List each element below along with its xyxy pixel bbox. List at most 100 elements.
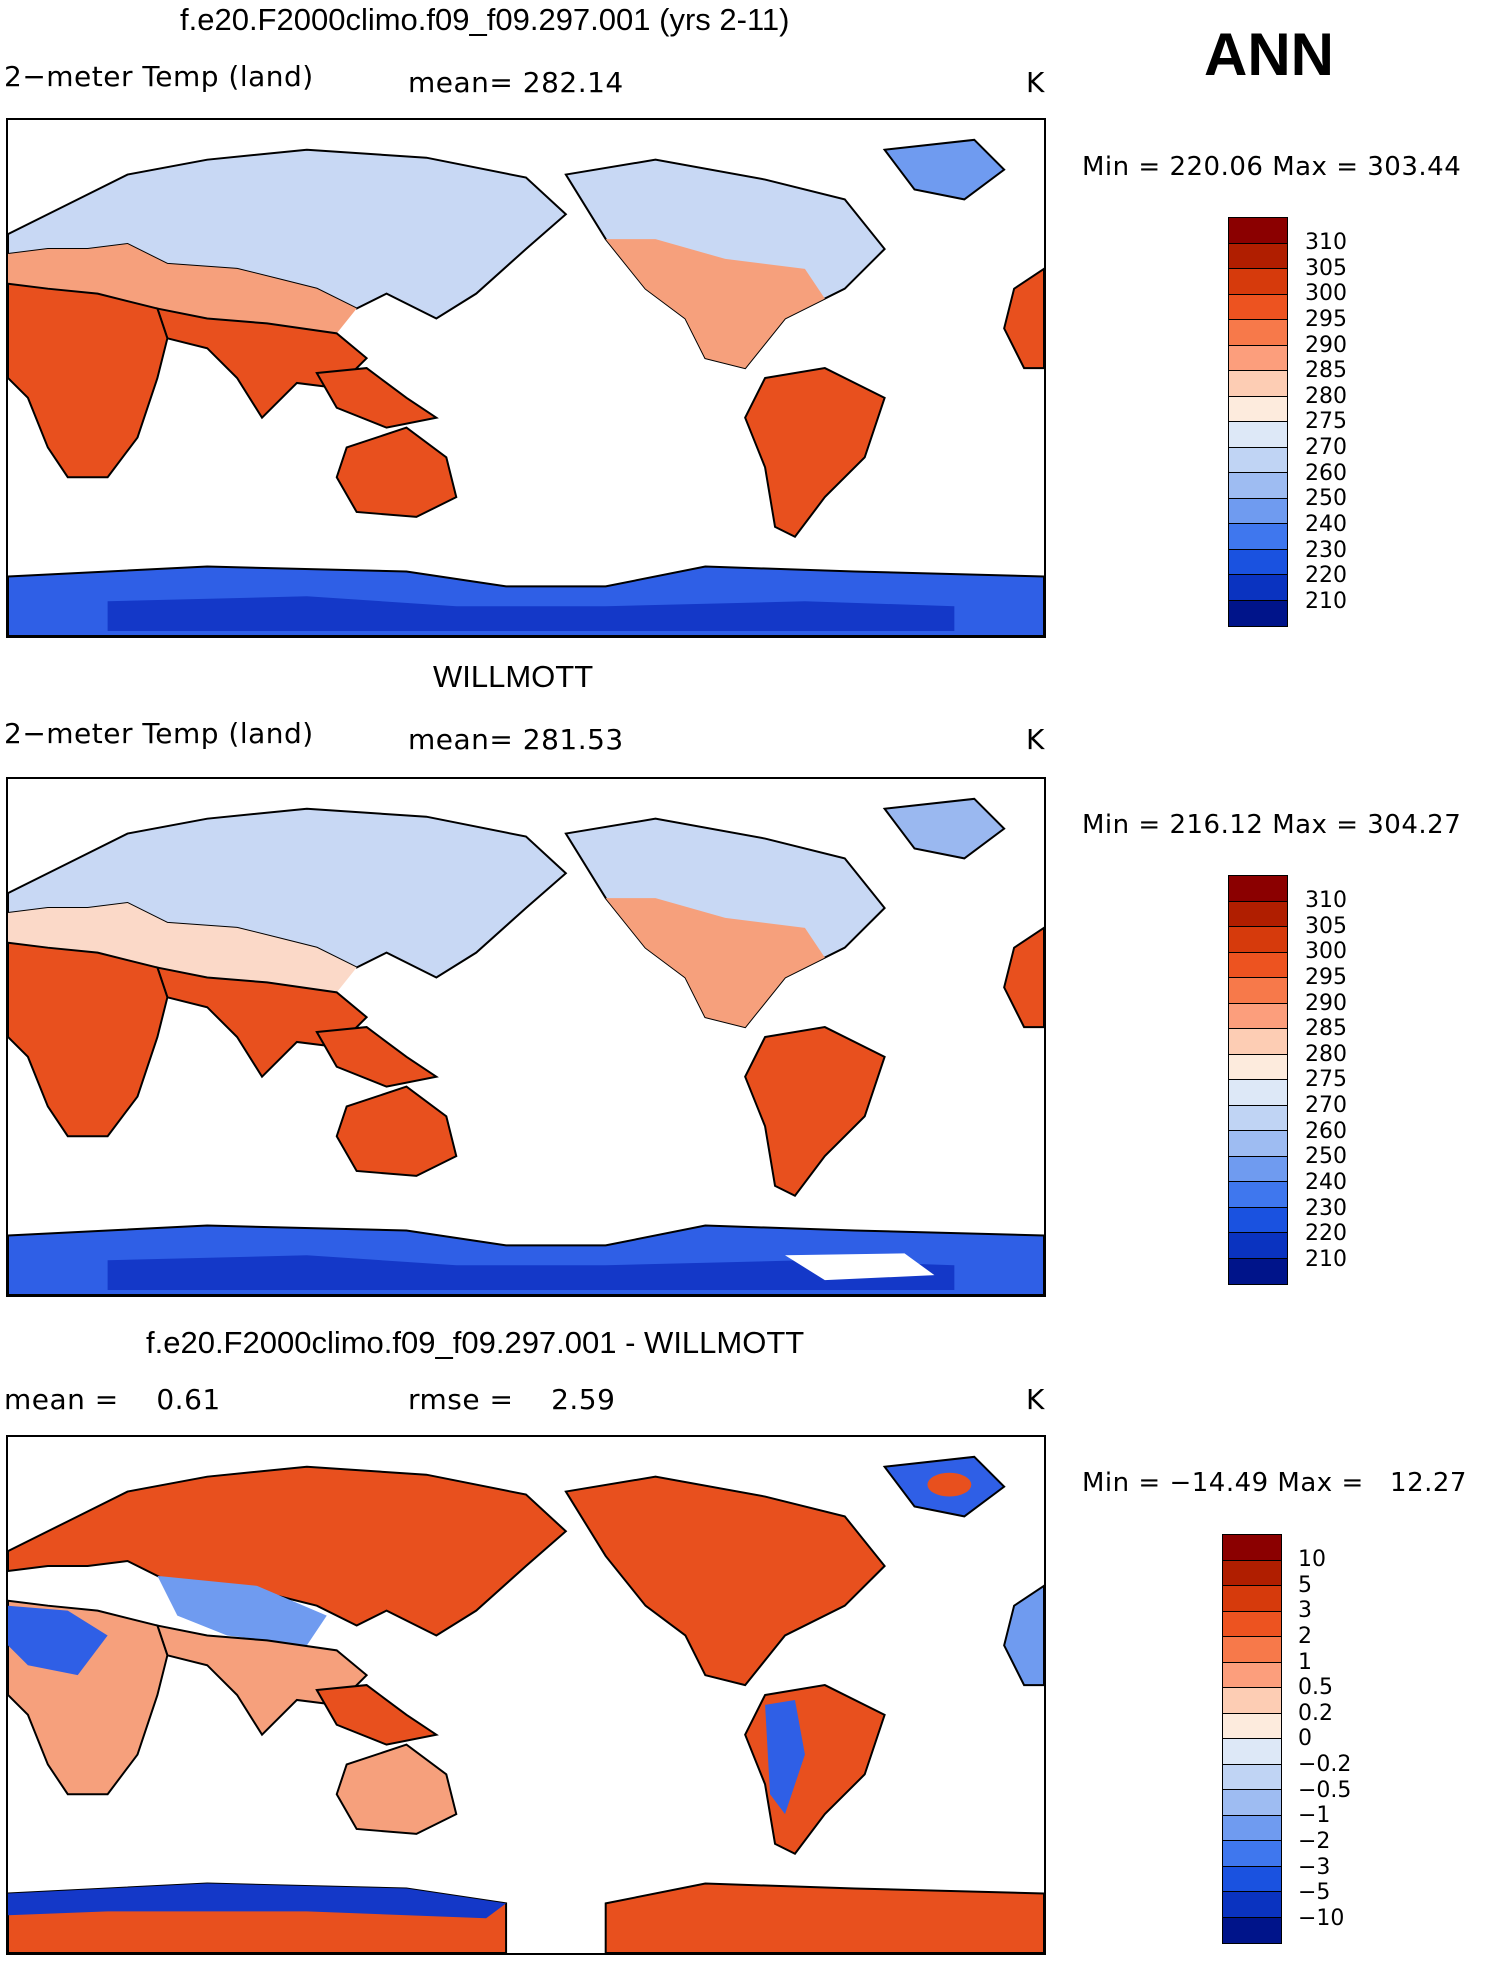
colorbar-tick-label: 290 — [1305, 990, 1347, 1016]
colorbar-tick-label: −0.2 — [1298, 1752, 1352, 1777]
colorbar-tick-label: 290 — [1305, 332, 1347, 358]
colorbar-box — [1229, 524, 1287, 550]
eurasia-landmass — [8, 1465, 568, 1637]
panel-2-map — [6, 777, 1046, 1297]
africa-landmass — [8, 282, 169, 479]
season-label: ANN — [1204, 21, 1334, 88]
greenland-landmass — [882, 797, 1006, 860]
panel-3-minmax: Min = −14.49 Max = 12.27 — [1082, 1468, 1467, 1498]
panel-3-rmse: rmse = 2.59 — [408, 1383, 616, 1416]
colorbar-tick-label: 0.5 — [1298, 1675, 1333, 1701]
colorbar-box — [1223, 1739, 1281, 1765]
colorbar-box — [1223, 1535, 1281, 1561]
panel-1-colorbar — [1228, 217, 1288, 627]
eurasia-landmass — [8, 807, 568, 979]
colorbar-tick-label: 280 — [1305, 383, 1347, 409]
sahara-cold — [8, 1605, 108, 1676]
colorbar-tick-label: 220 — [1305, 563, 1347, 589]
greenland-landmass — [882, 138, 1006, 201]
south-asia-landmass — [155, 307, 369, 420]
colorbar-box — [1223, 1637, 1281, 1663]
central-asia-mixed — [157, 1575, 327, 1646]
colorbar-tick-label: 220 — [1305, 1221, 1347, 1247]
colorbar-tick-label: −10 — [1298, 1905, 1345, 1931]
colorbar-tick-label: 270 — [1305, 1093, 1347, 1118]
colorbar-box — [1223, 1662, 1281, 1688]
panel-1-variable: 2−meter Temp (land) — [4, 60, 314, 93]
colorbar-tick-label: 295 — [1305, 306, 1347, 332]
colorbar-box — [1223, 1917, 1281, 1943]
colorbar-box — [1229, 447, 1287, 473]
east-edge-africa — [1003, 267, 1044, 370]
south-asia-landmass — [155, 966, 369, 1079]
colorbar-box — [1223, 1713, 1281, 1739]
colorbar-box — [1223, 1586, 1281, 1612]
colorbar-box — [1229, 473, 1287, 499]
colorbar-box — [1229, 269, 1287, 295]
colorbar-box — [1229, 1207, 1287, 1233]
panel-3-map — [6, 1435, 1046, 1955]
colorbar-box — [1229, 952, 1287, 978]
colorbar-tick-label: 275 — [1305, 1067, 1347, 1093]
colorbar-box — [1229, 1003, 1287, 1029]
australia-landmass — [335, 1743, 458, 1835]
south-america-landmass — [744, 367, 886, 539]
colorbar-box — [1223, 1611, 1281, 1637]
colorbar-tick-label: 210 — [1305, 1246, 1347, 1272]
colorbar-box — [1223, 1866, 1281, 1892]
colorbar-box — [1223, 1688, 1281, 1714]
colorbar-box — [1229, 978, 1287, 1004]
colorbar-tick-label: 230 — [1305, 1195, 1347, 1221]
colorbar-tick-label: 1 — [1298, 1649, 1312, 1675]
colorbar-box — [1229, 1182, 1287, 1208]
colorbar-tick-label: 250 — [1305, 1144, 1347, 1170]
colorbar-tick-label: 280 — [1305, 1041, 1347, 1067]
colorbar-tick-label: 310 — [1305, 888, 1347, 913]
colorbar-tick-label: 270 — [1305, 435, 1347, 460]
colorbar-tick-label: 230 — [1305, 537, 1347, 563]
antarctica-white-region — [785, 1253, 935, 1281]
colorbar-box — [1229, 1156, 1287, 1182]
colorbar-box — [1223, 1892, 1281, 1918]
panel-3-units: K — [1026, 1383, 1045, 1416]
colorbar-tick-label: 300 — [1305, 939, 1347, 965]
north-america-warm — [605, 898, 825, 1028]
colorbar-tick-label: 5 — [1298, 1572, 1312, 1598]
colorbar-tick-label: 2 — [1298, 1623, 1312, 1649]
colorbar-tick-label: 310 — [1305, 230, 1347, 255]
colorbar-box — [1229, 876, 1287, 902]
colorbar-box — [1229, 1131, 1287, 1157]
panel-2-minmax: Min = 216.12 Max = 304.27 — [1082, 810, 1462, 840]
australia-landmass — [335, 1085, 458, 1177]
colorbar-box — [1229, 345, 1287, 371]
colorbar-tick-label: 240 — [1305, 511, 1347, 537]
colorbar-tick-label: 305 — [1305, 913, 1347, 939]
colorbar-box — [1229, 549, 1287, 575]
colorbar-box — [1229, 396, 1287, 422]
colorbar-box — [1229, 575, 1287, 601]
maritime-continent — [315, 1026, 439, 1088]
eurasia-warm-band — [8, 903, 357, 993]
panel-3-map-graphic — [8, 1455, 1044, 1953]
antarctica-east — [604, 1882, 1044, 1953]
colorbar-tick-label: 305 — [1305, 255, 1347, 281]
colorbar-box — [1229, 1233, 1287, 1259]
colorbar-tick-label: 210 — [1305, 588, 1347, 614]
colorbar-box — [1229, 320, 1287, 346]
andes-cold — [765, 1699, 805, 1815]
east-edge-africa — [1003, 1584, 1044, 1687]
colorbar-box — [1229, 1105, 1287, 1131]
colorbar-box — [1229, 422, 1287, 448]
panel-1-map-graphic — [8, 138, 1044, 636]
colorbar-tick-label: −0.5 — [1298, 1777, 1352, 1803]
colorbar-tick-label: 295 — [1305, 964, 1347, 990]
panel-1-map — [6, 118, 1046, 638]
colorbar-box — [1229, 1080, 1287, 1106]
north-america-warm — [605, 239, 825, 369]
colorbar-box — [1229, 498, 1287, 524]
panel-3-mean: mean = 0.61 — [4, 1383, 221, 1416]
colorbar-tick-label: −1 — [1298, 1803, 1331, 1829]
colorbar-tick-label: 0 — [1298, 1726, 1312, 1752]
maritime-continent — [315, 1684, 439, 1746]
panel-2-colorbar — [1228, 875, 1288, 1285]
